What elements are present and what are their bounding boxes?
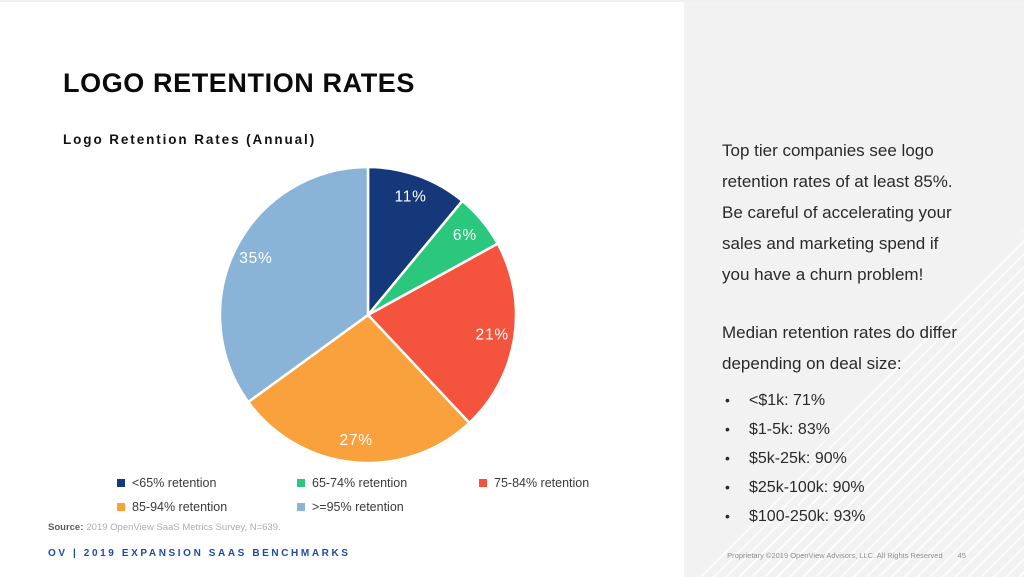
legend-label: <65% retention — [132, 476, 217, 490]
page-title: LOGO RETENTION RATES — [63, 68, 416, 98]
legend-swatch — [479, 479, 487, 487]
legend-swatch — [117, 479, 125, 487]
legend-swatch — [117, 503, 125, 511]
pie-slice — [366, 165, 464, 317]
list-item: $5k-25k: 90% — [722, 444, 994, 473]
list-item: <$1k: 71% — [722, 386, 994, 415]
deck-footer: OV | 2019 EXPANSION SAAS BENCHMARKS — [48, 548, 351, 559]
copyright-text: Proprietary ©2019 OpenView Advisors, LLC… — [727, 551, 943, 560]
legend-label: >=95% retention — [312, 500, 404, 514]
legend-item: 85-94% retention — [117, 500, 297, 514]
list-item: $1-5k: 83% — [722, 415, 994, 444]
chart-title: Logo Retention Rates (Annual) — [63, 132, 317, 147]
legend-item: 65-74% retention — [297, 476, 479, 490]
chart-legend: <65% retention 65-74% retention 75-84% r… — [117, 476, 589, 514]
pie-slice — [366, 242, 518, 425]
legend-swatch — [297, 503, 305, 511]
legend-label: 75-84% retention — [494, 476, 590, 490]
legend-label: 85-94% retention — [132, 500, 228, 514]
page-number: 45 — [957, 551, 966, 560]
legend-label: 65-74% retention — [312, 476, 408, 490]
list-item: $100-250k: 93% — [722, 502, 994, 531]
legend-item: <65% retention — [117, 476, 297, 490]
notes-content: Top tier companies see logo retention ra… — [722, 135, 994, 531]
pie-slice-label: 35% — [239, 250, 272, 267]
copyright-row: Proprietary ©2019 OpenView Advisors, LLC… — [727, 551, 966, 560]
pie-slice-label: 21% — [476, 327, 509, 344]
deal-size-list: <$1k: 71% $1-5k: 83% $5k-25k: 90% $25k-1… — [722, 386, 994, 531]
note-paragraph-1: Top tier companies see logo retention ra… — [722, 141, 953, 284]
legend-item: 75-84% retention — [479, 476, 589, 490]
pie-slice-label: 27% — [339, 432, 372, 449]
note-paragraph-2: Median retention rates do differ dependi… — [722, 323, 957, 373]
source-note: Source: 2019 OpenView SaaS Metrics Survey… — [48, 522, 281, 533]
source-label: Source: — [48, 522, 84, 533]
pie-slice — [218, 165, 370, 404]
pie-slice — [247, 313, 471, 465]
notes-panel: Top tier companies see logo retention ra… — [684, 2, 1024, 577]
legend-item: >=95% retention — [297, 500, 479, 514]
pie-chart: 11% 6% 21% 27% 35% — [218, 165, 518, 465]
legend-swatch — [297, 479, 305, 487]
source-text: 2019 OpenView SaaS Metrics Survey, N=639… — [86, 522, 281, 533]
pie-slice-label: 6% — [453, 227, 477, 244]
pie-slice-label: 11% — [394, 189, 426, 206]
list-item: $25k-100k: 90% — [722, 473, 994, 502]
